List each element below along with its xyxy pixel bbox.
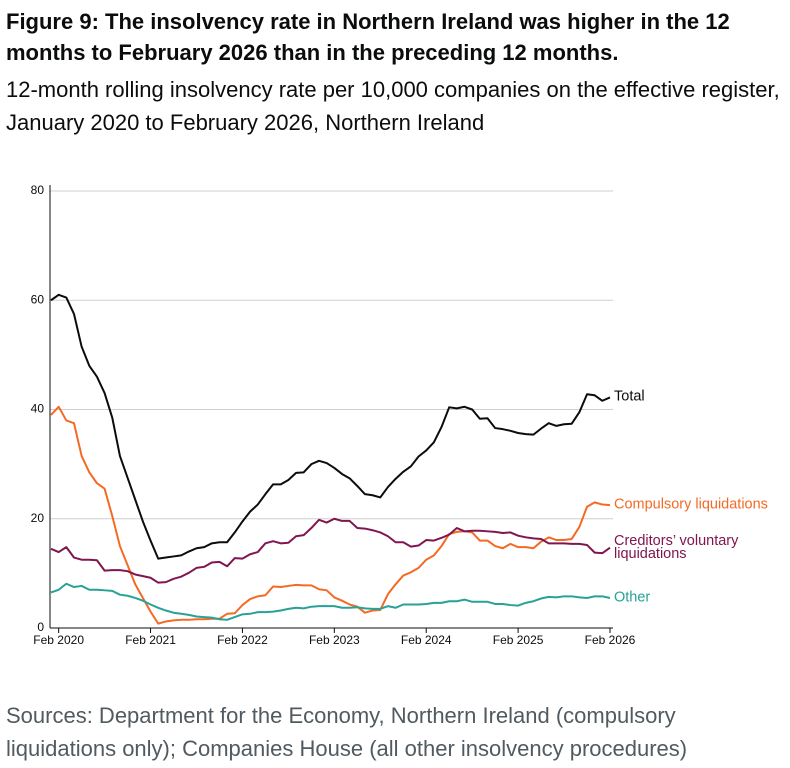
y-tick-label: 40 [31,402,45,416]
x-tick-label: Feb 2020 [33,633,84,647]
x-tick-label: Feb 2024 [401,633,452,647]
y-tick-label: 80 [31,183,45,197]
y-tick-label: 0 [37,620,44,634]
series-line [50,293,611,560]
series-line [50,405,611,625]
x-tick-label: Feb 2025 [493,633,544,647]
y-tick-label: 60 [31,292,45,306]
chart-title: Figure 9: The insolvency rate in Norther… [6,9,730,65]
chart-subtitle: 12-month rolling insolvency rate per 10,… [6,77,780,135]
series-label: Total [614,388,645,405]
series-line [50,517,611,584]
series-label: Creditors’ voluntary liquidations [614,532,739,562]
series-label: Compulsory liquidations [614,496,768,513]
series-line [50,582,611,621]
x-tick-label: Feb 2023 [309,633,360,647]
y-tick-label: 20 [31,511,45,525]
series-label: Other [614,589,651,606]
source-note: Sources: Department for the Economy, Nor… [6,703,688,761]
x-tick-label: Feb 2026 [585,633,636,647]
x-tick-label: Feb 2022 [217,633,268,647]
x-tick-label: Feb 2021 [125,633,176,647]
